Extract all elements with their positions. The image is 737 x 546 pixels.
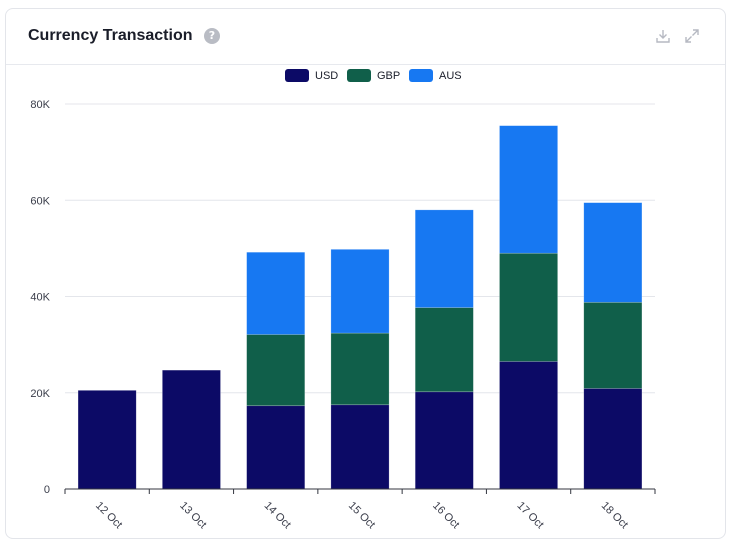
bar-usd-16-oct[interactable]: [414, 391, 474, 490]
y-tick-label: 20K: [30, 388, 50, 400]
y-tick-label: 80K: [30, 99, 50, 111]
bar-aus-14-oct[interactable]: [246, 251, 306, 335]
legend-swatch-aus[interactable]: [409, 69, 433, 82]
legend-label-gbp[interactable]: GBP: [377, 70, 400, 82]
x-tick-label: 16 Oct: [430, 500, 461, 531]
y-tick-label: 0: [44, 484, 50, 496]
x-tick-label: 14 Oct: [262, 500, 293, 531]
legend-label-usd[interactable]: USD: [315, 70, 338, 82]
expand-icon[interactable]: [683, 27, 701, 45]
bar-aus-17-oct[interactable]: [499, 125, 558, 254]
x-tick-label: 18 Oct: [599, 500, 630, 531]
bar-gbp-14-oct[interactable]: [246, 334, 306, 407]
bar-gbp-15-oct[interactable]: [330, 332, 390, 406]
x-tick-label: 17 Oct: [514, 500, 545, 531]
question-circle-icon[interactable]: ?: [204, 28, 220, 44]
bars[interactable]: [77, 125, 643, 490]
bar-aus-16-oct[interactable]: [414, 209, 474, 308]
legend-label-aus[interactable]: AUS: [439, 70, 462, 82]
y-tick-label: 40K: [30, 292, 50, 304]
bar-gbp-17-oct[interactable]: [499, 252, 558, 362]
bar-usd-14-oct[interactable]: [246, 405, 306, 490]
legend[interactable]: USD GBP AUS: [285, 69, 462, 82]
card-title: Currency Transaction: [28, 27, 193, 44]
x-tick-label: 12 Oct: [93, 500, 124, 531]
bar-aus-15-oct[interactable]: [330, 249, 390, 334]
bar-usd-15-oct[interactable]: [330, 404, 390, 490]
card-header: Currency Transaction ?: [6, 9, 725, 65]
bar-usd-17-oct[interactable]: [499, 361, 558, 490]
legend-swatch-usd[interactable]: [285, 69, 309, 82]
x-tick-label: 15 Oct: [346, 500, 377, 531]
bar-usd-13-oct[interactable]: [162, 369, 221, 490]
bar-aus-18-oct[interactable]: [583, 202, 643, 303]
legend-swatch-gbp[interactable]: [347, 69, 371, 82]
x-axis: 12 Oct 13 Oct 14 Oct 15 Oct 16 Oct 17 Oct 18 O…: [64, 488, 656, 531]
bar-usd-12-oct[interactable]: [77, 390, 137, 490]
x-tick-label: 13 Oct: [177, 500, 208, 531]
y-tick-label: 60K: [30, 195, 50, 207]
y-axis: 0 20K 40K 60K 80K: [30, 99, 50, 496]
bar-usd-18-oct[interactable]: [583, 388, 643, 490]
bar-gbp-18-oct[interactable]: [583, 301, 643, 389]
download-icon[interactable]: [654, 27, 672, 45]
bar-gbp-16-oct[interactable]: [414, 307, 474, 393]
